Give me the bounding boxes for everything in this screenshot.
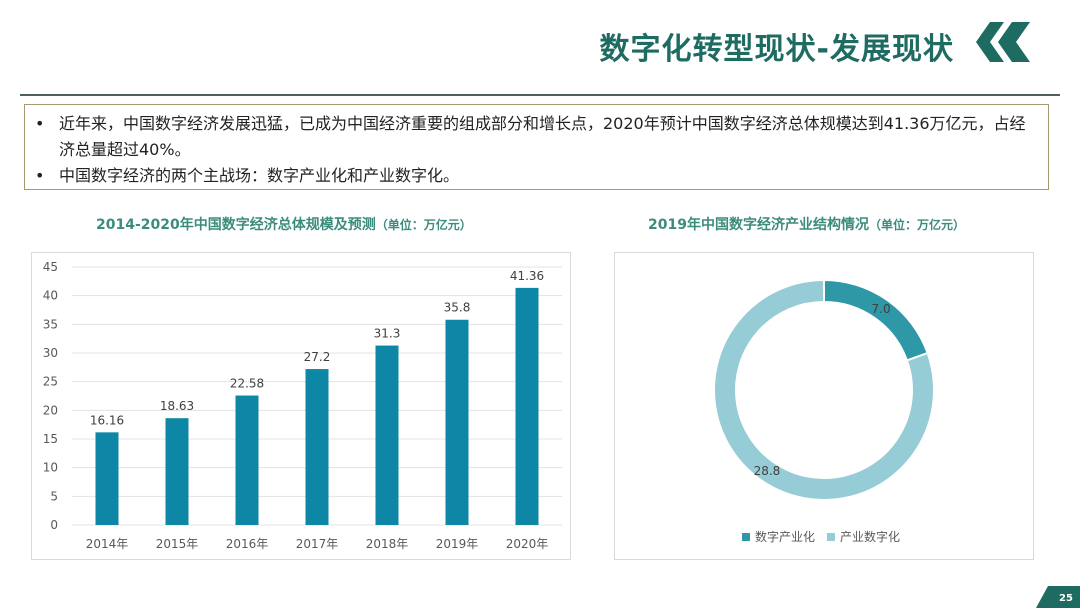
legend-swatch — [742, 533, 750, 541]
bar-chart-title-text: 2014-2020年中国数字经济总体规模及预测 — [96, 217, 376, 233]
donut-chart: 7.0 28.8 数字产业化 产业数字化 — [713, 278, 935, 544]
bar — [515, 287, 539, 525]
page-title: 数字化转型现状-发展现状 — [599, 32, 954, 67]
summary-bullet-text: 近年来，中国数字经济发展迅猛，已成为中国经济重要的组成部分和增长点，2020年预… — [59, 114, 1026, 159]
chevron-logo-icon — [976, 22, 1030, 62]
bar — [375, 345, 399, 525]
bar-value-label: 41.36 — [510, 269, 544, 283]
x-tick-label: 2018年 — [366, 537, 409, 551]
y-tick-label: 25 — [43, 375, 58, 389]
header-divider — [20, 94, 1060, 96]
x-tick-label: 2017年 — [296, 537, 339, 551]
bullet-icon: • — [35, 114, 45, 133]
summary-box: • 近年来，中国数字经济发展迅猛，已成为中国经济重要的组成部分和增长点，2020… — [24, 104, 1049, 190]
slice-value-label: 28.8 — [754, 464, 781, 478]
bar — [95, 432, 119, 525]
page-number-badge: 25 — [1036, 586, 1080, 608]
legend-label: 产业数字化 — [840, 529, 900, 544]
x-tick-label: 2019年 — [436, 537, 479, 551]
summary-bullet-text: 中国数字经济的两个主战场：数字产业化和产业数字化。 — [59, 166, 460, 185]
y-tick-label: 30 — [43, 346, 58, 360]
y-tick-label: 10 — [43, 461, 58, 475]
donut-slice — [823, 278, 929, 362]
summary-bullet-2: • 中国数字经济的两个主战场：数字产业化和产业数字化。 — [35, 163, 1038, 189]
bar — [305, 369, 329, 525]
legend-label: 数字产业化 — [755, 529, 815, 544]
bar — [445, 319, 469, 525]
y-tick-label: 45 — [43, 260, 58, 274]
legend-swatch — [827, 533, 835, 541]
bar-chart: 0 5 10 15 20 25 30 35 40 45 16.16 2014年 18.63 2015年 22… — [43, 260, 562, 551]
y-tick-label: 40 — [43, 289, 58, 303]
bar-value-label: 27.2 — [304, 350, 331, 364]
bar-value-label: 18.63 — [160, 399, 194, 413]
bar — [165, 418, 189, 525]
bar-chart-title: 2014-2020年中国数字经济总体规模及预测（单位：万亿元） — [96, 214, 472, 234]
bar-value-label: 16.16 — [90, 413, 124, 427]
bar-value-label: 22.58 — [230, 377, 264, 391]
summary-bullet-1: • 近年来，中国数字经济发展迅猛，已成为中国经济重要的组成部分和增长点，2020… — [35, 111, 1038, 163]
page-number: 25 — [1059, 593, 1073, 604]
bar-value-label: 31.3 — [374, 327, 401, 341]
y-tick-label: 20 — [43, 403, 58, 417]
donut-chart-title-unit: （单位：万亿元） — [868, 218, 965, 232]
y-tick-label: 5 — [50, 489, 58, 503]
x-tick-label: 2015年 — [156, 537, 199, 551]
slice-value-label: 7.0 — [872, 302, 891, 316]
donut-chart-panel: 7.0 28.8 数字产业化 产业数字化 — [614, 252, 1034, 560]
y-tick-label: 0 — [50, 518, 58, 532]
bar-chart-title-unit: （单位：万亿元） — [375, 218, 472, 232]
donut-chart-title: 2019年中国数字经济产业结构情况（单位：万亿元） — [648, 214, 965, 234]
donut-chart-title-text: 2019年中国数字经济产业结构情况 — [648, 217, 869, 233]
bullet-icon: • — [35, 166, 45, 185]
bar-value-label: 35.8 — [444, 301, 471, 315]
bar-chart-panel: 0 5 10 15 20 25 30 35 40 45 16.16 2014年 18.63 2015年 22… — [31, 252, 571, 560]
x-tick-label: 2016年 — [226, 537, 269, 551]
x-tick-label: 2014年 — [86, 537, 129, 551]
bar — [235, 395, 259, 525]
x-tick-label: 2020年 — [506, 537, 549, 551]
y-tick-label: 15 — [43, 432, 58, 446]
y-tick-label: 35 — [43, 317, 58, 331]
donut-slice — [713, 278, 935, 501]
